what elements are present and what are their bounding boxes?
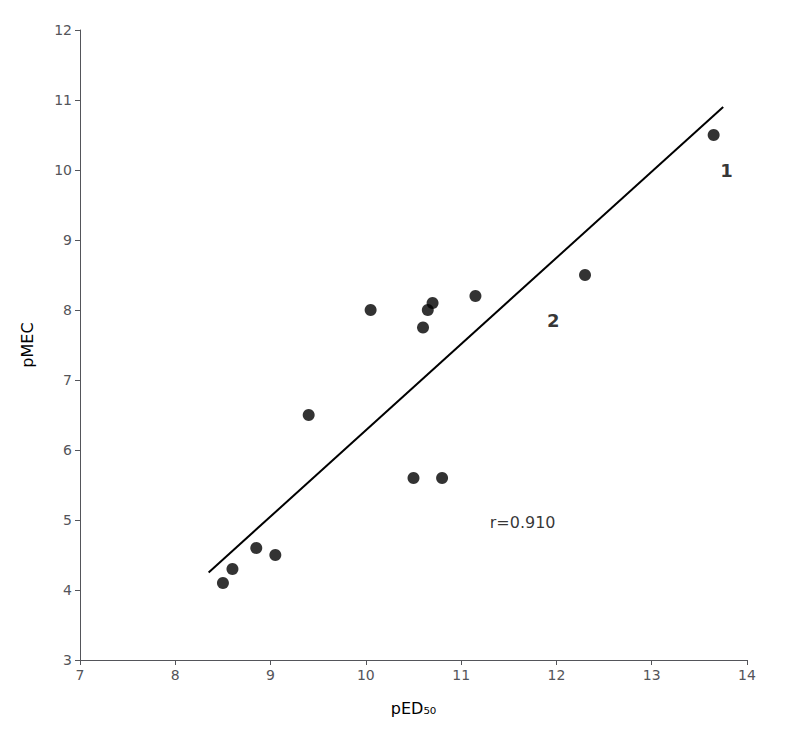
svg-text:r=0.910: r=0.910 [490, 513, 556, 532]
svg-text:4: 4 [63, 582, 72, 598]
svg-text:12: 12 [548, 667, 566, 683]
svg-text:1: 1 [720, 160, 733, 181]
svg-text:8: 8 [63, 302, 72, 318]
svg-text:8: 8 [171, 667, 180, 683]
svg-text:7: 7 [76, 667, 85, 683]
svg-text:10: 10 [357, 667, 375, 683]
svg-text:6: 6 [63, 442, 72, 458]
svg-text:10: 10 [54, 162, 72, 178]
svg-text:11: 11 [452, 667, 470, 683]
svg-text:11: 11 [54, 92, 72, 108]
svg-text:13: 13 [643, 667, 661, 683]
svg-text:5: 5 [63, 512, 72, 528]
svg-text:pED₅₀: pED₅₀ [391, 699, 436, 718]
svg-text:12: 12 [54, 22, 72, 38]
svg-text:7: 7 [63, 372, 72, 388]
svg-text:pMEC: pMEC [18, 322, 37, 367]
svg-text:3: 3 [63, 652, 72, 668]
svg-text:14: 14 [738, 667, 756, 683]
svg-text:9: 9 [266, 667, 275, 683]
svg-text:9: 9 [63, 232, 72, 248]
svg-text:2: 2 [547, 310, 560, 331]
